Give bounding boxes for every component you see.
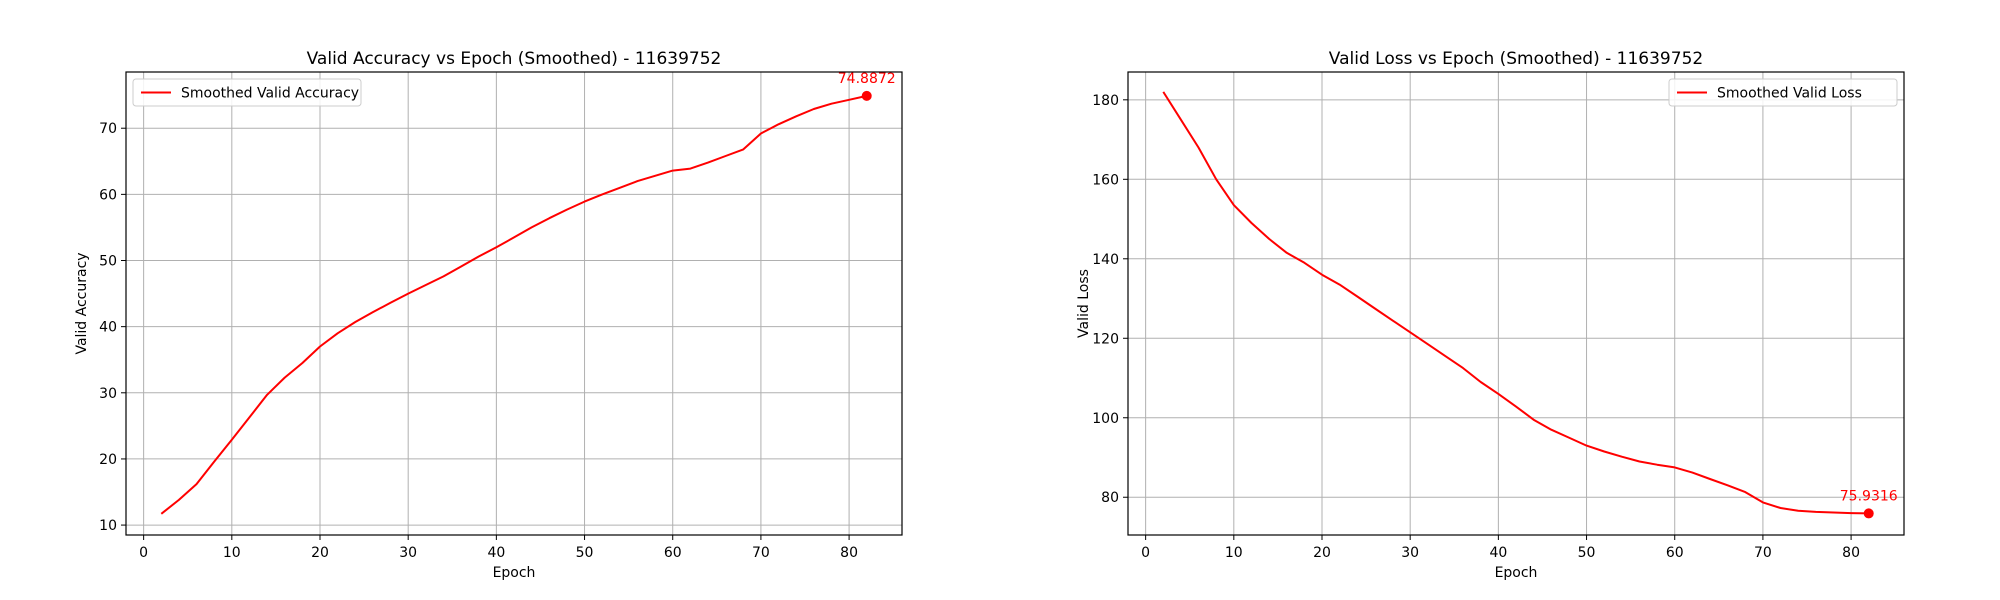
chart-title: Valid Accuracy vs Epoch (Smoothed) - 116… [307,49,722,69]
legend-box [132,78,362,107]
plot-frame [125,71,903,536]
series-line-1 [160,94,867,515]
x-tick-label: 10 [1225,545,1243,561]
final-point-marker [861,90,872,101]
final-value-label: 75.9316 [1840,488,1898,504]
y-tick-label: 100 [1092,411,1119,427]
plot-frame [1127,71,1905,536]
y-axis-label: Valid Accuracy [74,252,90,354]
x-axis-label: Epoch [1495,565,1538,581]
chart-panel-1: 0 10 20 30 40 50 60 70 80 10 20 30 40 50 60 70 74.8872 Va… [74,49,903,581]
x-tick-label: 0 [1141,545,1150,561]
final-value-label: 74.8872 [838,71,896,87]
y-tick-label: 140 [1092,252,1119,268]
final-point-marker [1863,508,1874,519]
x-tick-label: 30 [399,545,417,561]
y-tick-label: 80 [1101,490,1119,506]
legend: Smoothed Valid Loss [1668,78,1898,107]
y-tick-label: 30 [99,386,117,402]
y-tick-label: 20 [99,452,117,468]
chart-title: Valid Loss vs Epoch (Smoothed) - 1163975… [1329,49,1703,69]
legend-box [1668,78,1898,107]
y-tick-label: 180 [1092,93,1119,109]
x-tick-label: 20 [311,545,329,561]
x-tick-label: 70 [1754,545,1772,561]
x-tick-label: 60 [1666,545,1684,561]
legend-label: Smoothed Valid Accuracy [181,86,359,102]
y-tick-label: 120 [1092,331,1119,347]
x-tick-label: 30 [1401,545,1419,561]
x-tick-label: 10 [223,545,241,561]
y-axis-label: Valid Loss [1076,269,1092,338]
legend: Smoothed Valid Accuracy [132,78,362,107]
x-tick-label: 60 [664,545,682,561]
y-tick-label: 10 [99,518,117,534]
y-tick-label: 160 [1092,172,1119,188]
series-line-1 [1162,91,1869,515]
x-tick-label: 50 [576,545,594,561]
x-tick-label: 80 [840,545,858,561]
x-axis-label: Epoch [493,565,536,581]
y-tick-label: 60 [99,187,117,203]
x-tick-label: 0 [139,545,148,561]
x-tick-label: 50 [1578,545,1596,561]
x-tick-label: 70 [752,545,770,561]
chart-panel-2: 0 10 20 30 40 50 60 70 80 80 100 120 140 160 180 75.931… [1076,49,1905,581]
x-tick-label: 40 [487,545,505,561]
x-tick-label: 20 [1313,545,1331,561]
legend-label: Smoothed Valid Loss [1717,86,1862,102]
x-tick-label: 40 [1489,545,1507,561]
y-tick-label: 40 [99,320,117,336]
x-tick-label: 80 [1842,545,1860,561]
y-tick-label: 70 [99,121,117,137]
y-tick-label: 50 [99,254,117,270]
